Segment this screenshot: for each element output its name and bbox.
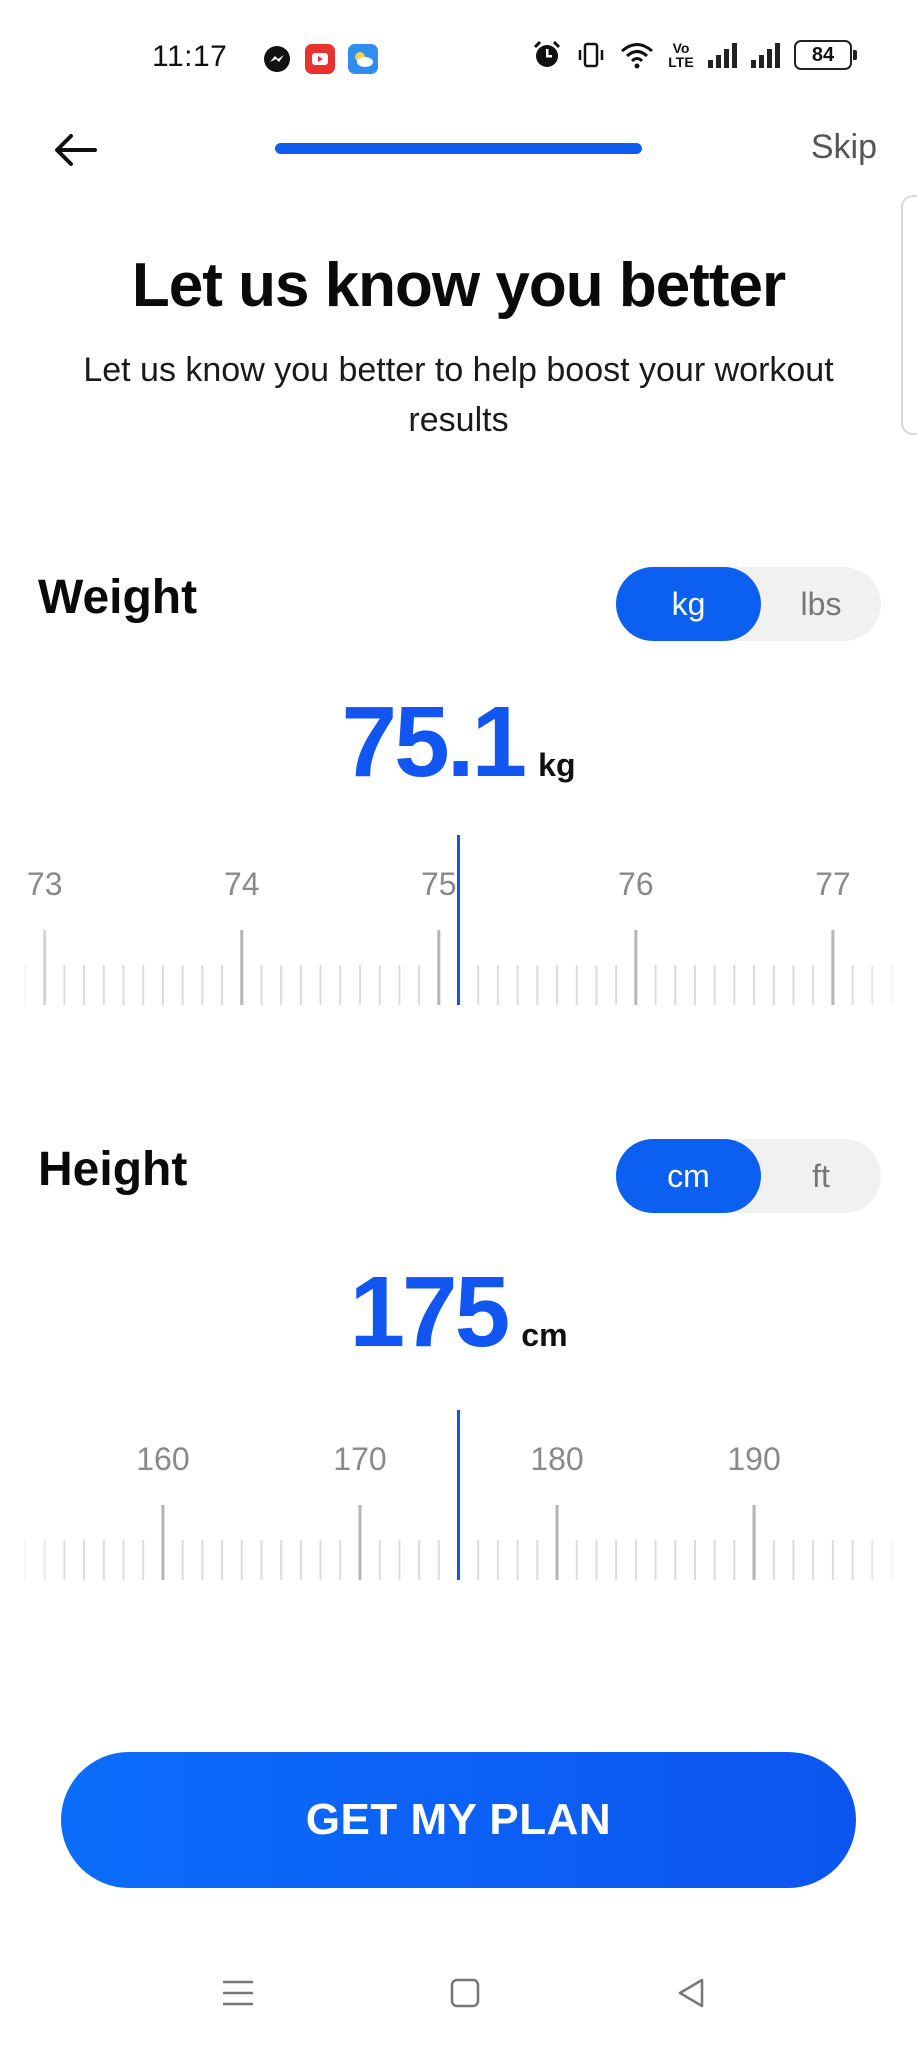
back-button[interactable] (45, 120, 105, 180)
weight-ruler-tick-label: 74 (224, 866, 260, 902)
get-my-plan-button[interactable]: GET MY PLAN (61, 1752, 856, 1888)
weight-ruler-tick-label: 77 (815, 866, 851, 902)
weight-ruler-tick-label: 76 (618, 866, 654, 902)
signal-icon-2 (751, 42, 780, 68)
recent-apps-button[interactable] (213, 1968, 263, 2018)
height-value: 175 (349, 1256, 510, 1368)
status-bar: 11:17 Vo LTE 84 (0, 0, 917, 115)
side-scroll-handle[interactable] (901, 195, 917, 435)
skip-button[interactable]: Skip (810, 128, 877, 166)
square-icon (450, 1978, 480, 2008)
progress-fill (275, 143, 642, 154)
messenger-icon (262, 44, 292, 74)
height-value-display: 175 cm (0, 1255, 917, 1370)
weight-unit-kg[interactable]: kg (616, 567, 761, 641)
height-ruler-slider[interactable]: 160 170 180 190 (0, 1405, 917, 1590)
height-ruler-tick-label: 170 (333, 1441, 386, 1477)
weight-ruler-tick-label: 75 (421, 866, 457, 902)
system-nav-bar (0, 1960, 917, 2030)
arrow-left-icon (55, 134, 97, 166)
height-unit-label: cm (521, 1317, 568, 1353)
battery-indicator: 84 (794, 40, 857, 70)
height-unit-ft[interactable]: ft (812, 1157, 830, 1194)
height-ruler-tick-label: 190 (727, 1441, 780, 1477)
weight-unit-toggle[interactable]: kg lbs (616, 567, 881, 641)
weight-ruler-tick-label: 73 (27, 866, 63, 902)
weight-unit-label: kg (538, 747, 576, 783)
weight-label: Weight (38, 571, 198, 624)
page-title: Let us know you better (131, 251, 786, 320)
height-ruler-tick-label: 180 (530, 1441, 583, 1477)
page-subtitle: Let us know you better to help boost you… (83, 351, 834, 439)
vibrate-icon (578, 42, 604, 68)
height-ruler-tick-label: 160 (136, 1441, 189, 1477)
weight-unit-lbs[interactable]: lbs (800, 585, 842, 622)
wifi-icon (621, 43, 653, 69)
weather-icon (348, 44, 378, 74)
status-icons: Vo LTE 84 (532, 40, 857, 70)
alarm-icon (533, 40, 561, 67)
volte-icon: Vo LTE (668, 40, 694, 70)
height-label: Height (38, 1143, 188, 1196)
weight-value-display: 75.1 kg (0, 685, 917, 800)
back-nav-button[interactable] (666, 1968, 716, 2018)
home-button[interactable] (440, 1968, 490, 2018)
weight-value: 75.1 (341, 686, 528, 798)
weight-ruler-slider[interactable]: 73 74 75 76 77 (0, 830, 917, 1015)
height-unit-toggle[interactable]: cm ft (616, 1139, 881, 1213)
youtube-icon (305, 44, 335, 74)
height-unit-cm[interactable]: cm (616, 1139, 761, 1213)
signal-icon-1 (708, 42, 737, 68)
triangle-back-icon (678, 1978, 704, 2008)
status-time: 11:17 (152, 40, 228, 73)
onboarding-progress (275, 143, 642, 154)
menu-lines-icon (223, 1980, 253, 2006)
